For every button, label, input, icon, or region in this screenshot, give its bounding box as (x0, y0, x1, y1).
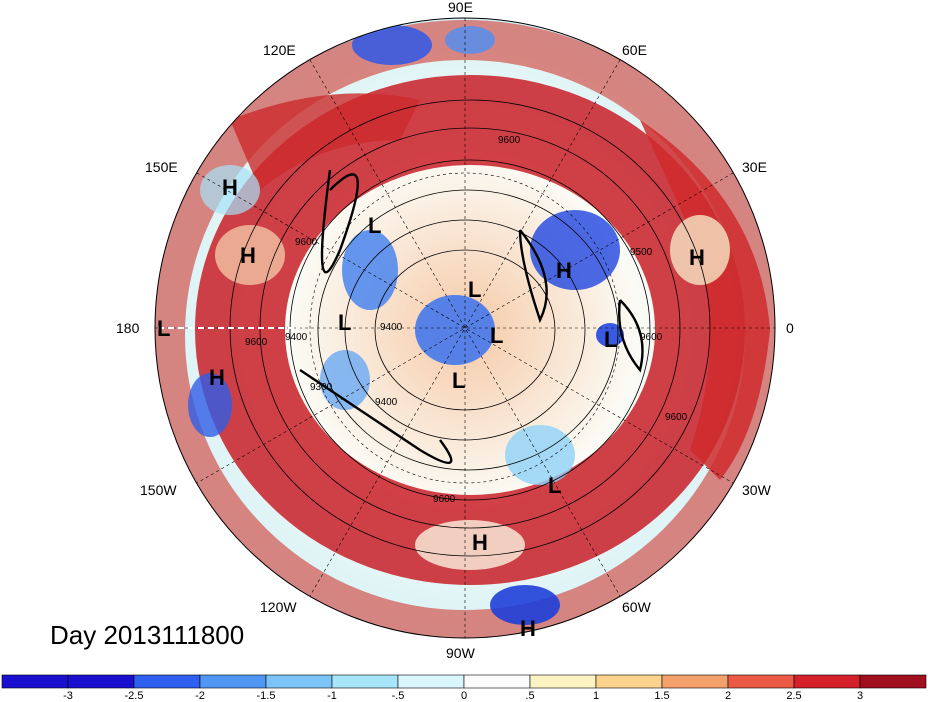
colorbar-tick-label: 1.5 (654, 690, 669, 702)
colorbar-tick-label: .5 (525, 690, 534, 702)
contour-label: 9600 (640, 332, 663, 343)
lon-label: 150E (145, 159, 178, 175)
colorbar-swatch (529, 674, 597, 689)
contour-label: 9500 (630, 247, 653, 258)
colorbar-swatch (199, 674, 267, 689)
colorbar-tick-label: -1 (327, 690, 337, 702)
lon-label: 90W (446, 645, 476, 661)
contour-labels: 9600 9500 9600 9400 9400 9600 9600 9300 … (245, 135, 688, 505)
colorbar-tick-label: 2 (725, 690, 731, 702)
lon-label: 30E (742, 159, 767, 175)
colorbar-tick-label: -.5 (392, 690, 405, 702)
lon-label: 150W (140, 482, 177, 498)
lon-label: 90E (448, 0, 473, 15)
contour-label: 9600 (433, 494, 456, 505)
pressure-center-label: L (157, 316, 170, 341)
colorbar-swatch (397, 674, 465, 689)
colorbar-swatch (595, 674, 663, 689)
colorbar: -3 -2.5 -2 -1.5 -1 -.5 0 .5 1 1.5 2 2.5 3 (1, 674, 927, 702)
lon-label: 60W (622, 599, 652, 615)
pressure-center-label: H (222, 175, 238, 200)
map-border (154, 17, 776, 639)
graticule (155, 18, 775, 638)
colorbar-tick-label: 1 (593, 690, 599, 702)
colorbar-tick-label: -2.5 (125, 690, 144, 702)
colorbar-swatch (67, 674, 135, 689)
contour-label: 9400 (285, 332, 308, 343)
contour-label: 9600 (245, 337, 268, 348)
contour-label: 9400 (375, 397, 398, 408)
lon-label: 0 (786, 320, 794, 336)
lon-label: 30W (742, 482, 772, 498)
colorbar-swatch (793, 674, 861, 689)
pressure-center-label: H (689, 245, 705, 270)
colorbar-swatch (661, 674, 729, 689)
colorbar-tick-label: -3 (63, 690, 73, 702)
colorbar-swatch (859, 674, 927, 689)
colorbar-tick-label: 2.5 (786, 690, 801, 702)
colorbar-tick-label: -1.5 (257, 690, 276, 702)
colorbar-swatch (727, 674, 795, 689)
contour-label: 9600 (498, 135, 521, 146)
map-title: Day 2013111800 (50, 620, 245, 650)
contour-label: 9600 (665, 412, 688, 423)
colorbar-tick-label: 3 (857, 690, 863, 702)
colorbar-swatch (1, 674, 69, 689)
pressure-center-label: L (368, 213, 381, 238)
pressure-center-label: H (240, 243, 256, 268)
lon-label: 60E (622, 42, 647, 58)
pressure-center-label: L (452, 368, 465, 393)
pressure-center-label: L (604, 327, 617, 352)
colorbar-swatch (265, 674, 333, 689)
pressure-center-label: H (556, 258, 572, 283)
contour-label: 9300 (310, 382, 333, 393)
pressure-center-label: L (490, 323, 503, 348)
pressure-centers: H H L L L L H L L H H L H L H (157, 175, 705, 641)
lon-label: 120E (263, 42, 296, 58)
lon-label: 180 (116, 320, 140, 336)
pressure-center-label: H (520, 616, 536, 641)
longitude-labels: 90E 60E 30E 0 30W 60W 90W 120W 150W 180 … (116, 0, 794, 661)
contour-label: 9600 (295, 237, 318, 248)
lon-label: 120W (260, 599, 297, 615)
pressure-center-label: H (209, 365, 225, 390)
colorbar-swatch (133, 674, 201, 689)
colorbar-tick-label: 0 (461, 690, 467, 702)
pressure-center-label: L (468, 277, 481, 302)
pressure-center-label: L (548, 473, 561, 498)
colorbar-tick-label: -2 (195, 690, 205, 702)
colorbar-swatch (331, 674, 399, 689)
pressure-center-label: L (338, 310, 351, 335)
colorbar-swatch (463, 674, 531, 689)
pressure-center-label: H (472, 530, 488, 555)
contour-label: 9400 (380, 322, 403, 333)
